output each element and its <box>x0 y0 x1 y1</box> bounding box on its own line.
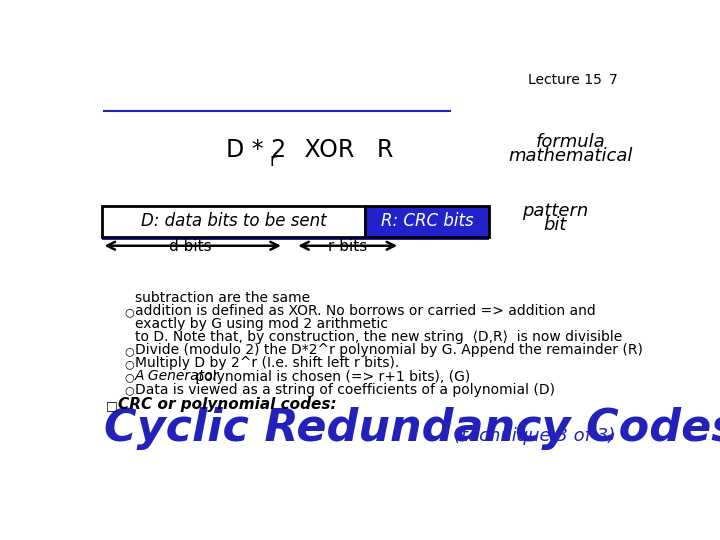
Text: r bits: r bits <box>328 239 368 254</box>
Text: d bits: d bits <box>169 239 212 254</box>
Text: ○: ○ <box>124 373 134 382</box>
Bar <box>102 236 489 240</box>
Text: Multiply D by 2^r (I.e. shift left r bits).: Multiply D by 2^r (I.e. shift left r bit… <box>135 356 399 370</box>
Text: ○: ○ <box>124 360 134 369</box>
Text: ○: ○ <box>124 386 134 396</box>
Text: bit: bit <box>544 216 567 234</box>
Text: ○: ○ <box>124 307 134 317</box>
Text: to D. Note that, by construction, the new string  ⟨D,R⟩  is now divisible: to D. Note that, by construction, the ne… <box>135 330 622 344</box>
Text: 7: 7 <box>609 73 618 87</box>
Text: □: □ <box>106 399 117 412</box>
Text: XOR   R: XOR R <box>282 138 394 162</box>
Text: D * 2: D * 2 <box>225 138 286 162</box>
Text: pattern: pattern <box>522 202 588 220</box>
Bar <box>102 206 365 237</box>
Text: r: r <box>270 152 276 171</box>
Text: Data is viewed as a string of coefficients of a polynomial (D): Data is viewed as a string of coefficien… <box>135 382 555 396</box>
Text: A Generator: A Generator <box>135 369 220 383</box>
Text: (technique 3 of 3): (technique 3 of 3) <box>454 427 616 444</box>
Text: addition is defined as XOR. No borrows or carried => addition and: addition is defined as XOR. No borrows o… <box>135 304 595 318</box>
Text: Divide (modulo 2) the D*2^r polynomial by G. Append the remainder (R): Divide (modulo 2) the D*2^r polynomial b… <box>135 343 643 357</box>
Text: polynomial is chosen (=> r+1 bits), (G): polynomial is chosen (=> r+1 bits), (G) <box>191 369 470 383</box>
Text: Lecture 15: Lecture 15 <box>528 73 602 87</box>
Text: exactly by G using mod 2 arithmetic: exactly by G using mod 2 arithmetic <box>135 317 388 331</box>
Text: subtraction are the same: subtraction are the same <box>135 291 310 305</box>
Text: Cyclic Redundancy Codes: Cyclic Redundancy Codes <box>104 407 720 450</box>
Bar <box>365 206 489 237</box>
Text: mathematical: mathematical <box>508 147 633 165</box>
Text: formula: formula <box>536 133 606 151</box>
Text: CRC or polynomial codes:: CRC or polynomial codes: <box>118 397 336 412</box>
Text: ○: ○ <box>124 346 134 356</box>
Text: D: data bits to be sent: D: data bits to be sent <box>140 212 326 230</box>
Text: R: CRC bits: R: CRC bits <box>381 212 474 230</box>
